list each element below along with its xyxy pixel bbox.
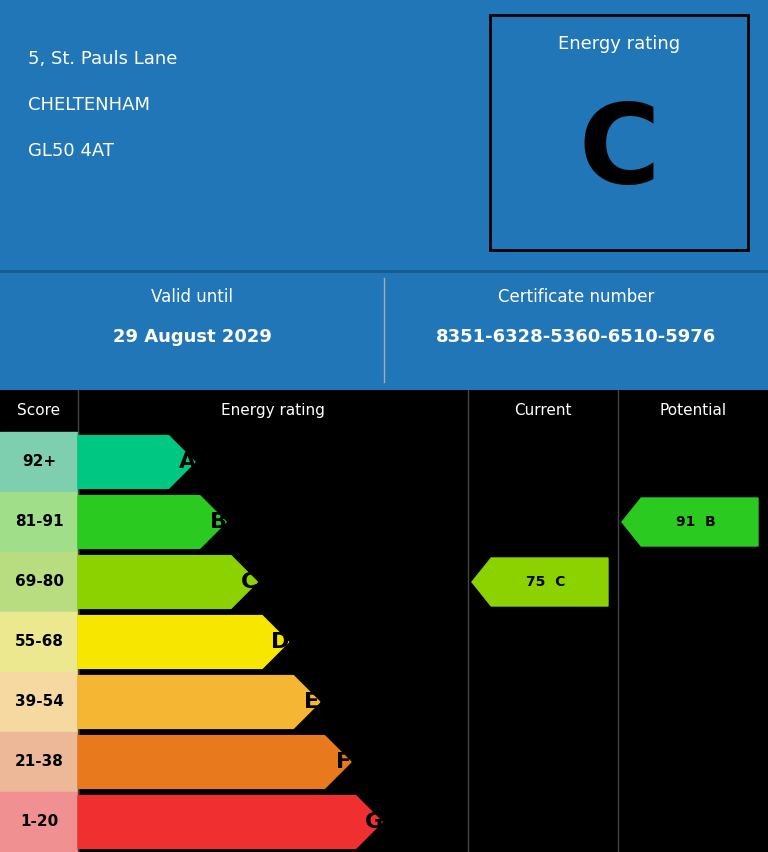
Text: Certificate number: Certificate number xyxy=(498,288,654,306)
Text: 91  B: 91 B xyxy=(676,515,716,529)
Text: Score: Score xyxy=(18,404,61,418)
Polygon shape xyxy=(78,676,319,728)
Polygon shape xyxy=(78,435,195,488)
Text: GL50 4AT: GL50 4AT xyxy=(28,142,114,160)
Text: C: C xyxy=(241,572,258,592)
Polygon shape xyxy=(472,558,608,606)
Text: Energy rating: Energy rating xyxy=(221,404,325,418)
Text: 81-91: 81-91 xyxy=(15,515,63,529)
Text: 1-20: 1-20 xyxy=(20,815,58,830)
Text: F: F xyxy=(336,752,351,772)
Bar xyxy=(0,732,78,792)
Text: G: G xyxy=(365,812,383,832)
Text: 92+: 92+ xyxy=(22,454,56,469)
Text: Energy rating: Energy rating xyxy=(558,35,680,53)
Bar xyxy=(0,552,78,612)
Bar xyxy=(0,792,78,852)
Polygon shape xyxy=(78,796,382,849)
Bar xyxy=(0,390,768,432)
Polygon shape xyxy=(78,556,257,608)
Text: 29 August 2029: 29 August 2029 xyxy=(113,328,271,346)
Polygon shape xyxy=(622,498,758,546)
Text: B: B xyxy=(210,512,227,532)
Text: CHELTENHAM: CHELTENHAM xyxy=(28,96,150,114)
Text: 39-54: 39-54 xyxy=(15,694,64,710)
Polygon shape xyxy=(78,496,227,549)
Text: 69-80: 69-80 xyxy=(15,574,64,590)
Bar xyxy=(0,432,78,492)
Text: D: D xyxy=(272,632,290,652)
Text: A: A xyxy=(178,452,196,472)
Polygon shape xyxy=(78,616,289,669)
Text: Potential: Potential xyxy=(660,404,727,418)
Text: 8351-6328-5360-6510-5976: 8351-6328-5360-6510-5976 xyxy=(436,328,716,346)
Text: 75  C: 75 C xyxy=(526,575,565,589)
Text: 21-38: 21-38 xyxy=(15,755,64,769)
Bar xyxy=(0,612,78,672)
Bar xyxy=(490,15,748,250)
Text: E: E xyxy=(304,692,319,712)
Text: Valid until: Valid until xyxy=(151,288,233,306)
Bar xyxy=(0,492,78,552)
Bar xyxy=(0,672,78,732)
Text: C: C xyxy=(578,99,660,206)
Polygon shape xyxy=(78,735,351,788)
Text: Current: Current xyxy=(515,404,571,418)
Text: 5, St. Pauls Lane: 5, St. Pauls Lane xyxy=(28,50,177,68)
Text: 55-68: 55-68 xyxy=(15,635,64,649)
